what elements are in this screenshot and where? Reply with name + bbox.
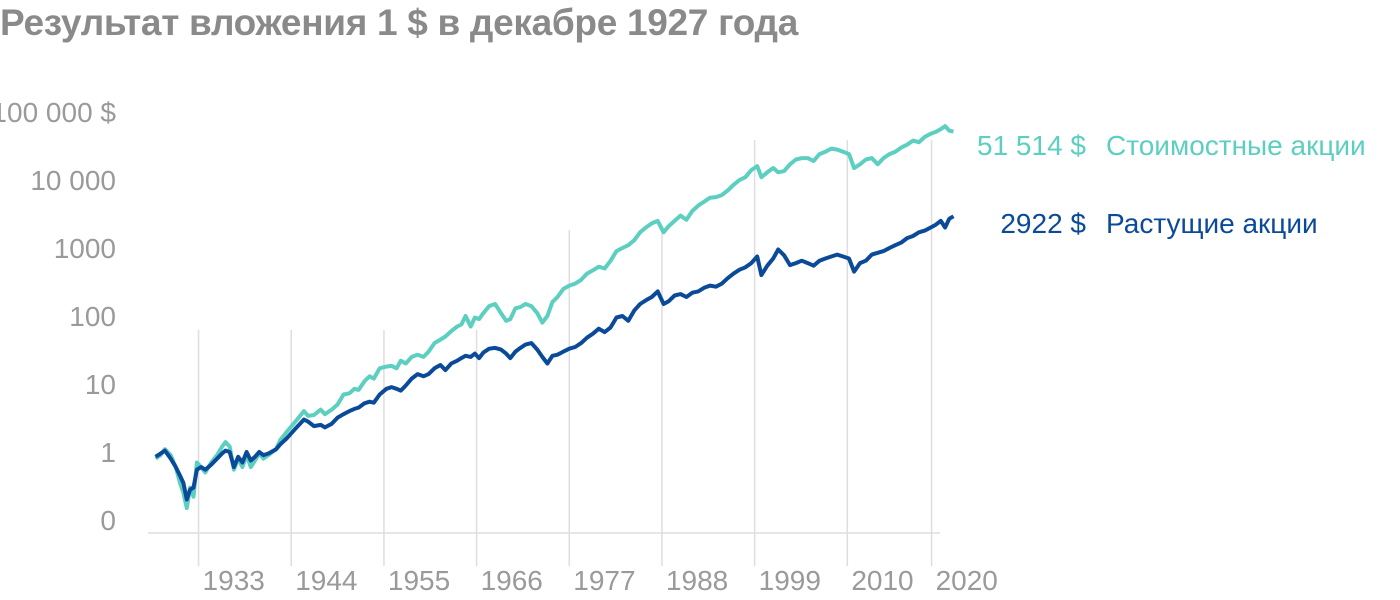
y-tick-label: 1 [100,437,116,468]
y-tick-label: 100 000 $ [0,97,116,128]
series-line-value [154,124,954,510]
series-end-value: 51 514 $ [977,130,1086,161]
x-tick-label: 2020 [936,565,998,596]
y-tick-label: 100 [69,301,116,332]
y-tick-label: 10 000 [30,165,116,196]
x-axis: 1933 1944 1955 1966 1977 1988 1999 2010 2020 [148,532,998,596]
y-tick-label: 10 [85,369,116,400]
series-lines [154,124,955,510]
x-tick-label: 1955 [388,565,450,596]
x-tick-label: 1999 [759,565,821,596]
x-tick-label: 1988 [666,565,728,596]
series-end-value: 2922 $ [1000,208,1086,239]
series-name-label: Стоимостные акции [1106,130,1366,161]
y-tick-label: 0 [100,505,116,536]
x-tick-label: 1933 [203,565,265,596]
x-tick-label: 1966 [481,565,543,596]
series-name-label: Растущие акции [1106,208,1318,239]
x-tick-label: 1944 [295,565,357,596]
chart-title: Результат вложения 1 $ в декабре 1927 го… [0,2,798,43]
series-line-growth [154,214,955,502]
x-tick-label: 1977 [573,565,635,596]
gridlines [197,140,933,566]
end-labels: 51 514 $ Стоимостные акции 2922 $ Растущие … [977,130,1366,239]
y-tick-label: 1000 [54,233,116,264]
x-tick-label: 2010 [851,565,913,596]
